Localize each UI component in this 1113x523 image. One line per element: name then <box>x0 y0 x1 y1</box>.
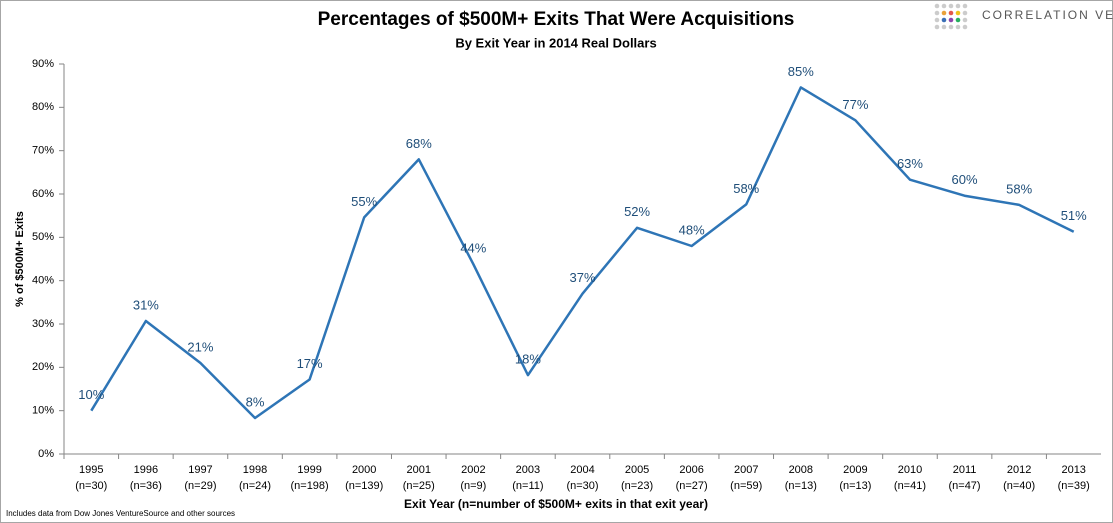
x-tick-label: 2009 <box>843 464 867 476</box>
data-label: 10% <box>78 387 104 402</box>
data-label: 51% <box>1061 208 1087 223</box>
data-label: 52% <box>624 204 650 219</box>
x-tick-count: (n=47) <box>948 480 980 492</box>
y-axis-title: % of $500M+ Exits <box>14 211 26 307</box>
y-tick-label: 0% <box>38 448 54 460</box>
x-tick-count: (n=139) <box>345 480 383 492</box>
x-tick-count: (n=59) <box>730 480 762 492</box>
x-tick-label: 2013 <box>1061 464 1085 476</box>
x-tick-count: (n=24) <box>239 480 271 492</box>
x-tick-count: (n=41) <box>894 480 926 492</box>
x-tick-label: 2001 <box>407 464 431 476</box>
x-tick-label: 1999 <box>297 464 321 476</box>
data-label: 21% <box>187 339 213 354</box>
y-tick-label: 10% <box>32 405 54 417</box>
chart-title: Percentages of $500M+ Exits That Were Ac… <box>318 9 795 30</box>
x-tick-count: (n=13) <box>839 480 871 492</box>
x-tick-count: (n=11) <box>512 480 543 492</box>
x-tick-count: (n=27) <box>676 480 708 492</box>
data-line <box>90 86 1075 420</box>
x-tick-count: (n=30) <box>75 480 107 492</box>
x-tick-label: 2005 <box>625 464 649 476</box>
logo-dots <box>934 3 968 30</box>
y-tick-label: 20% <box>32 361 54 373</box>
x-tick-label: 1997 <box>188 464 212 476</box>
data-label: 8% <box>246 394 265 409</box>
x-tick-count: (n=29) <box>184 480 216 492</box>
x-tick-label: 2007 <box>734 464 758 476</box>
brand: Correlation Ventures <box>982 8 1113 22</box>
x-tick-count: (n=9) <box>460 480 486 492</box>
x-tick-count: (n=36) <box>130 480 162 492</box>
y-tick-label: 50% <box>32 231 54 243</box>
x-tick-count: (n=30) <box>566 480 598 492</box>
data-label: 55% <box>351 194 377 209</box>
data-label: 68% <box>406 136 432 151</box>
data-label: 44% <box>460 241 486 256</box>
x-tick-count: (n=13) <box>785 480 817 492</box>
data-label: 77% <box>842 97 868 112</box>
x-tick-label: 2011 <box>953 464 977 476</box>
x-axis-title: Exit Year (n=number of $500M+ exits in t… <box>404 497 708 511</box>
data-label: 37% <box>569 270 595 285</box>
x-tick-count: (n=40) <box>1003 480 1035 492</box>
data-label: 85% <box>788 64 814 79</box>
data-label: 58% <box>1006 181 1032 196</box>
x-tick-count: (n=39) <box>1058 480 1090 492</box>
y-tick-label: 80% <box>32 101 54 113</box>
x-tick-label: 1995 <box>79 464 103 476</box>
footnote: Includes data from Dow Jones VentureSour… <box>6 509 235 518</box>
x-tick-label: 2004 <box>570 464 594 476</box>
data-label: 18% <box>515 352 541 367</box>
chart-subtitle: By Exit Year in 2014 Real Dollars <box>455 35 656 50</box>
y-tick-label: 70% <box>32 145 54 157</box>
y-tick-label: 30% <box>32 318 54 330</box>
y-tick-label: 40% <box>32 275 54 287</box>
y-tick-label: 60% <box>32 188 54 200</box>
data-label: 58% <box>733 181 759 196</box>
x-tick-label: 2010 <box>898 464 922 476</box>
data-label: 60% <box>952 172 978 187</box>
data-label: 31% <box>133 297 159 312</box>
x-tick-count: (n=23) <box>621 480 653 492</box>
x-tick-label: 2006 <box>679 464 703 476</box>
x-tick-label: 1996 <box>134 464 158 476</box>
x-tick-label: 1998 <box>243 464 267 476</box>
y-tick-label: 90% <box>32 58 54 70</box>
data-label: 17% <box>297 356 323 371</box>
x-tick-label: 2012 <box>1007 464 1031 476</box>
x-tick-label: 2003 <box>516 464 540 476</box>
x-tick-label: 2000 <box>352 464 376 476</box>
data-label: 48% <box>679 222 705 237</box>
x-tick-count: (n=198) <box>290 480 328 492</box>
x-tick-count: (n=25) <box>403 480 435 492</box>
x-tick-label: 2002 <box>461 464 485 476</box>
x-tick-label: 2008 <box>789 464 813 476</box>
data-label: 63% <box>897 156 923 171</box>
